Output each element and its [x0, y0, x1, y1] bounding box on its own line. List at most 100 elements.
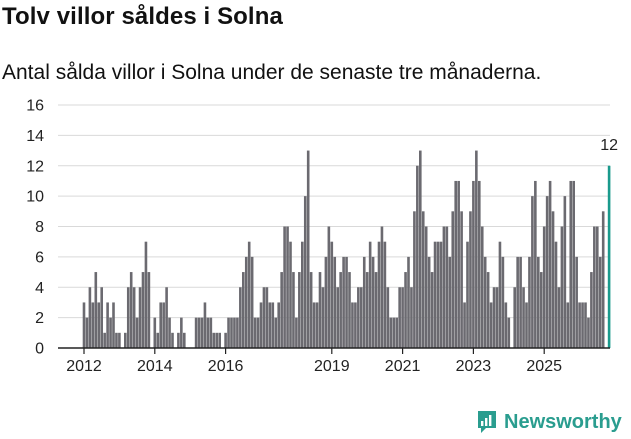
bar [528, 256, 531, 349]
bar [277, 302, 280, 348]
x-tick-label: 2016 [208, 358, 244, 375]
bar [601, 211, 605, 348]
bar [165, 287, 168, 348]
bar [330, 241, 334, 348]
bar [436, 241, 440, 348]
bar [339, 272, 342, 348]
bar [112, 302, 115, 348]
bar [227, 317, 230, 349]
bar-chart: 0 2 4 6 8 10 12 14 16 2012 2014 2016 2019 2021 2023 202… [26, 98, 618, 376]
bar [442, 226, 446, 348]
bar [318, 272, 322, 348]
bar [596, 226, 599, 348]
x-tick-label: 2012 [66, 358, 102, 375]
bar [469, 211, 472, 348]
bar [427, 256, 431, 349]
y-tick-label: 10 [26, 189, 44, 206]
bar [250, 256, 254, 349]
bar [480, 226, 484, 348]
bar [560, 226, 564, 348]
bar [292, 272, 295, 348]
bar [271, 302, 275, 348]
bar [578, 302, 581, 348]
bar [215, 332, 219, 348]
x-tick-label: 2014 [137, 358, 173, 375]
bar [357, 287, 360, 348]
bar [224, 332, 227, 348]
bar [360, 287, 363, 348]
bar [94, 272, 98, 348]
bar [100, 287, 103, 348]
bar [495, 287, 499, 348]
bar [103, 332, 106, 348]
bar [430, 272, 434, 348]
bar [410, 287, 413, 348]
bar [519, 256, 522, 349]
bar [454, 180, 457, 348]
bar [209, 317, 213, 349]
bar [389, 317, 393, 349]
bar [336, 287, 339, 348]
brand-logo: Newsworthy [476, 408, 622, 436]
bar [478, 180, 481, 348]
y-tick-label: 14 [26, 128, 44, 145]
bar [365, 272, 369, 348]
y-tick-label: 2 [35, 310, 44, 327]
bar [472, 180, 475, 348]
bar [569, 180, 573, 348]
bar [132, 287, 136, 348]
bar [395, 317, 398, 349]
y-tick-label: 8 [35, 219, 44, 236]
bar [383, 241, 387, 348]
bar [212, 332, 216, 348]
bar [351, 302, 354, 348]
bar [239, 287, 242, 348]
bar [419, 150, 422, 348]
bar [398, 287, 401, 348]
chart-title: Tolv villor såldes i Solna [2, 3, 283, 30]
bar [466, 241, 469, 348]
bar [301, 241, 304, 348]
bar [203, 302, 207, 348]
bar [194, 317, 198, 349]
bar [244, 256, 248, 349]
bar [141, 272, 145, 348]
bar [581, 302, 584, 348]
bar [298, 272, 301, 348]
bar [421, 211, 425, 348]
bar [233, 317, 236, 349]
bar [247, 241, 251, 348]
bar [371, 256, 375, 349]
bar [135, 317, 139, 349]
bar [91, 302, 95, 348]
bar [460, 211, 463, 348]
bar [242, 272, 245, 348]
bar [548, 180, 552, 348]
bar [197, 317, 201, 349]
bar [256, 317, 260, 349]
bar [557, 287, 561, 348]
bar [283, 226, 286, 348]
bar [386, 287, 390, 348]
bar [88, 287, 92, 348]
bar [593, 226, 596, 348]
bar [97, 302, 101, 348]
bar [598, 256, 602, 349]
x-tick-label: 2019 [314, 358, 350, 375]
bar [575, 256, 578, 349]
bar [168, 317, 171, 349]
bar [118, 332, 121, 348]
bar [265, 287, 269, 348]
bar [295, 317, 298, 349]
bar [82, 302, 86, 348]
bar [492, 287, 496, 348]
bar [392, 317, 396, 349]
bar [218, 332, 221, 348]
bar [126, 287, 130, 348]
bar [377, 241, 381, 348]
bar [206, 317, 210, 349]
highlight-value-label: 12 [600, 137, 618, 154]
bar [268, 302, 272, 348]
bar [531, 196, 534, 349]
bar [253, 317, 257, 349]
